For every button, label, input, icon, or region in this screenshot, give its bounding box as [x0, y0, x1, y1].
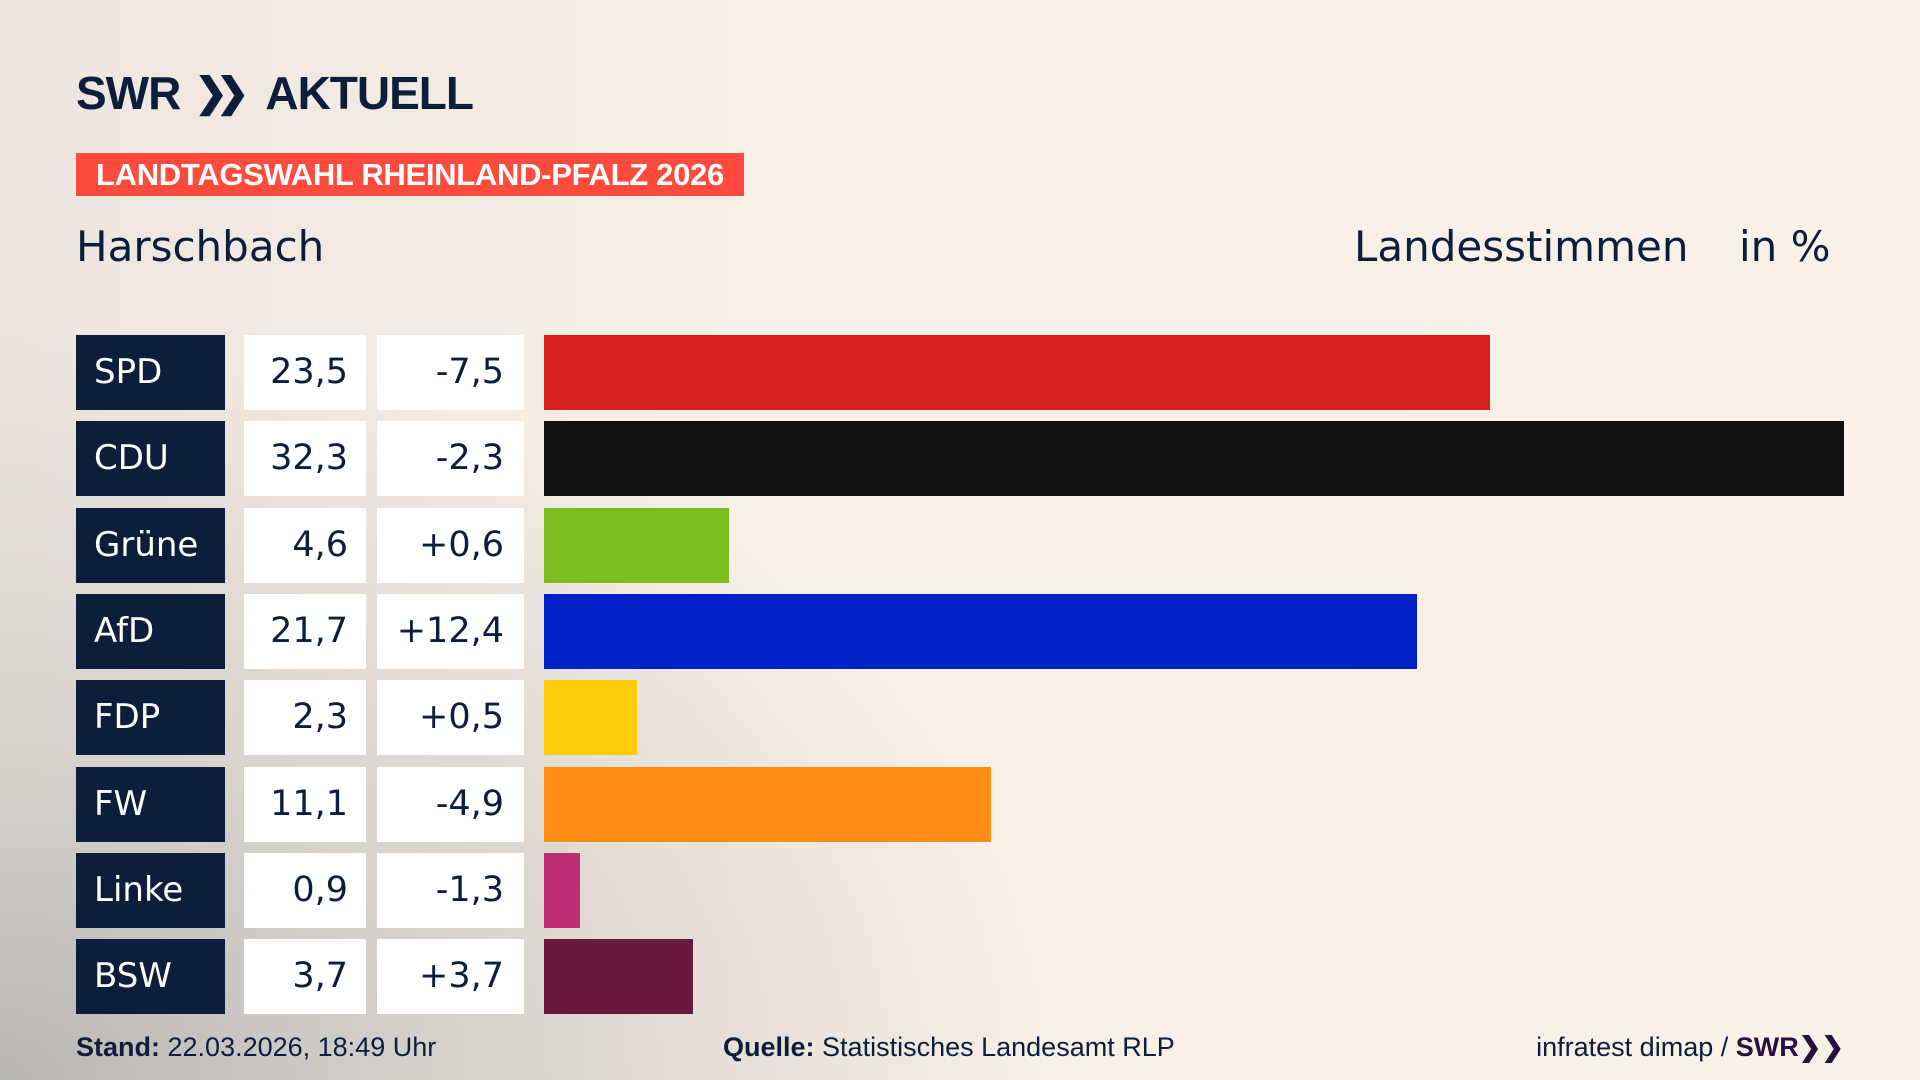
result-row: BSW 3,7 +3,7 — [76, 939, 1876, 1015]
stand-label: Stand: — [76, 1032, 160, 1062]
party-label: FW — [76, 766, 225, 842]
value-label: 11,1 — [244, 766, 366, 842]
unit-label: in % — [1739, 222, 1831, 271]
result-row: FW 11,1 -4,9 — [76, 766, 1876, 842]
bar-spd — [544, 335, 1490, 410]
credit: infratest dimap / SWR❯❯ — [1536, 1032, 1844, 1063]
party-label: Grüne — [76, 507, 225, 583]
party-label: FDP — [76, 680, 225, 756]
source-label: Quelle: — [723, 1032, 815, 1062]
diff-label: -4,9 — [377, 766, 524, 842]
bar-afd — [544, 593, 1418, 669]
result-row: Grüne 4,6 +0,6 — [76, 507, 1876, 583]
value-label: 4,6 — [244, 507, 366, 583]
swr-aktuell-logo: SWR ❯❯ AKTUELL — [76, 67, 474, 119]
result-row: FDP 2,3 +0,5 — [76, 680, 1876, 756]
value-label: 2,3 — [244, 680, 366, 756]
party-label: SPD — [76, 335, 225, 410]
result-row: SPD 23,5 -7,5 — [76, 335, 1876, 410]
result-row: AfD 21,7 +12,4 — [76, 593, 1876, 669]
diff-label: -7,5 — [377, 335, 524, 410]
election-banner: LANDTAGSWAHL RHEINLAND-PFALZ 2026 — [76, 153, 744, 196]
party-label: Linke — [76, 852, 225, 928]
credit-text: infratest dimap / — [1536, 1032, 1729, 1062]
stand-value: 22.03.2026, 18:49 Uhr — [167, 1032, 437, 1062]
bar-bsw — [544, 939, 693, 1015]
diff-label: -1,3 — [377, 852, 524, 928]
value-label: 21,7 — [244, 593, 366, 669]
chevrons-icon: ❯❯ — [194, 71, 249, 115]
measure-label: Landesstimmen — [1354, 222, 1689, 271]
party-label: BSW — [76, 939, 225, 1015]
diff-label: +0,5 — [377, 680, 524, 756]
value-label: 0,9 — [244, 852, 366, 928]
source: Quelle: Statistisches Landesamt RLP — [723, 1032, 1175, 1063]
bar-grüne — [544, 507, 730, 583]
party-label: AfD — [76, 593, 225, 669]
bar-linke — [544, 852, 581, 928]
swr-logo: SWR❯❯ — [1735, 1032, 1844, 1062]
result-row: Linke 0,9 -1,3 — [76, 852, 1876, 928]
diff-label: +0,6 — [377, 507, 524, 583]
result-row: CDU 32,3 -2,3 — [76, 421, 1876, 497]
value-label: 3,7 — [244, 939, 366, 1015]
source-value: Statistisches Landesamt RLP — [822, 1032, 1175, 1062]
bar-cdu — [544, 421, 1844, 497]
party-label: CDU — [76, 421, 225, 497]
diff-label: -2,3 — [377, 421, 524, 497]
timestamp: Stand: 22.03.2026, 18:49 Uhr — [76, 1032, 436, 1063]
value-label: 32,3 — [244, 421, 366, 497]
value-label: 23,5 — [244, 335, 366, 410]
place-name: Harschbach — [76, 222, 325, 271]
bar-fw — [544, 766, 991, 842]
diff-label: +3,7 — [377, 939, 524, 1015]
diff-label: +12,4 — [377, 593, 524, 669]
bar-fdp — [544, 680, 637, 756]
